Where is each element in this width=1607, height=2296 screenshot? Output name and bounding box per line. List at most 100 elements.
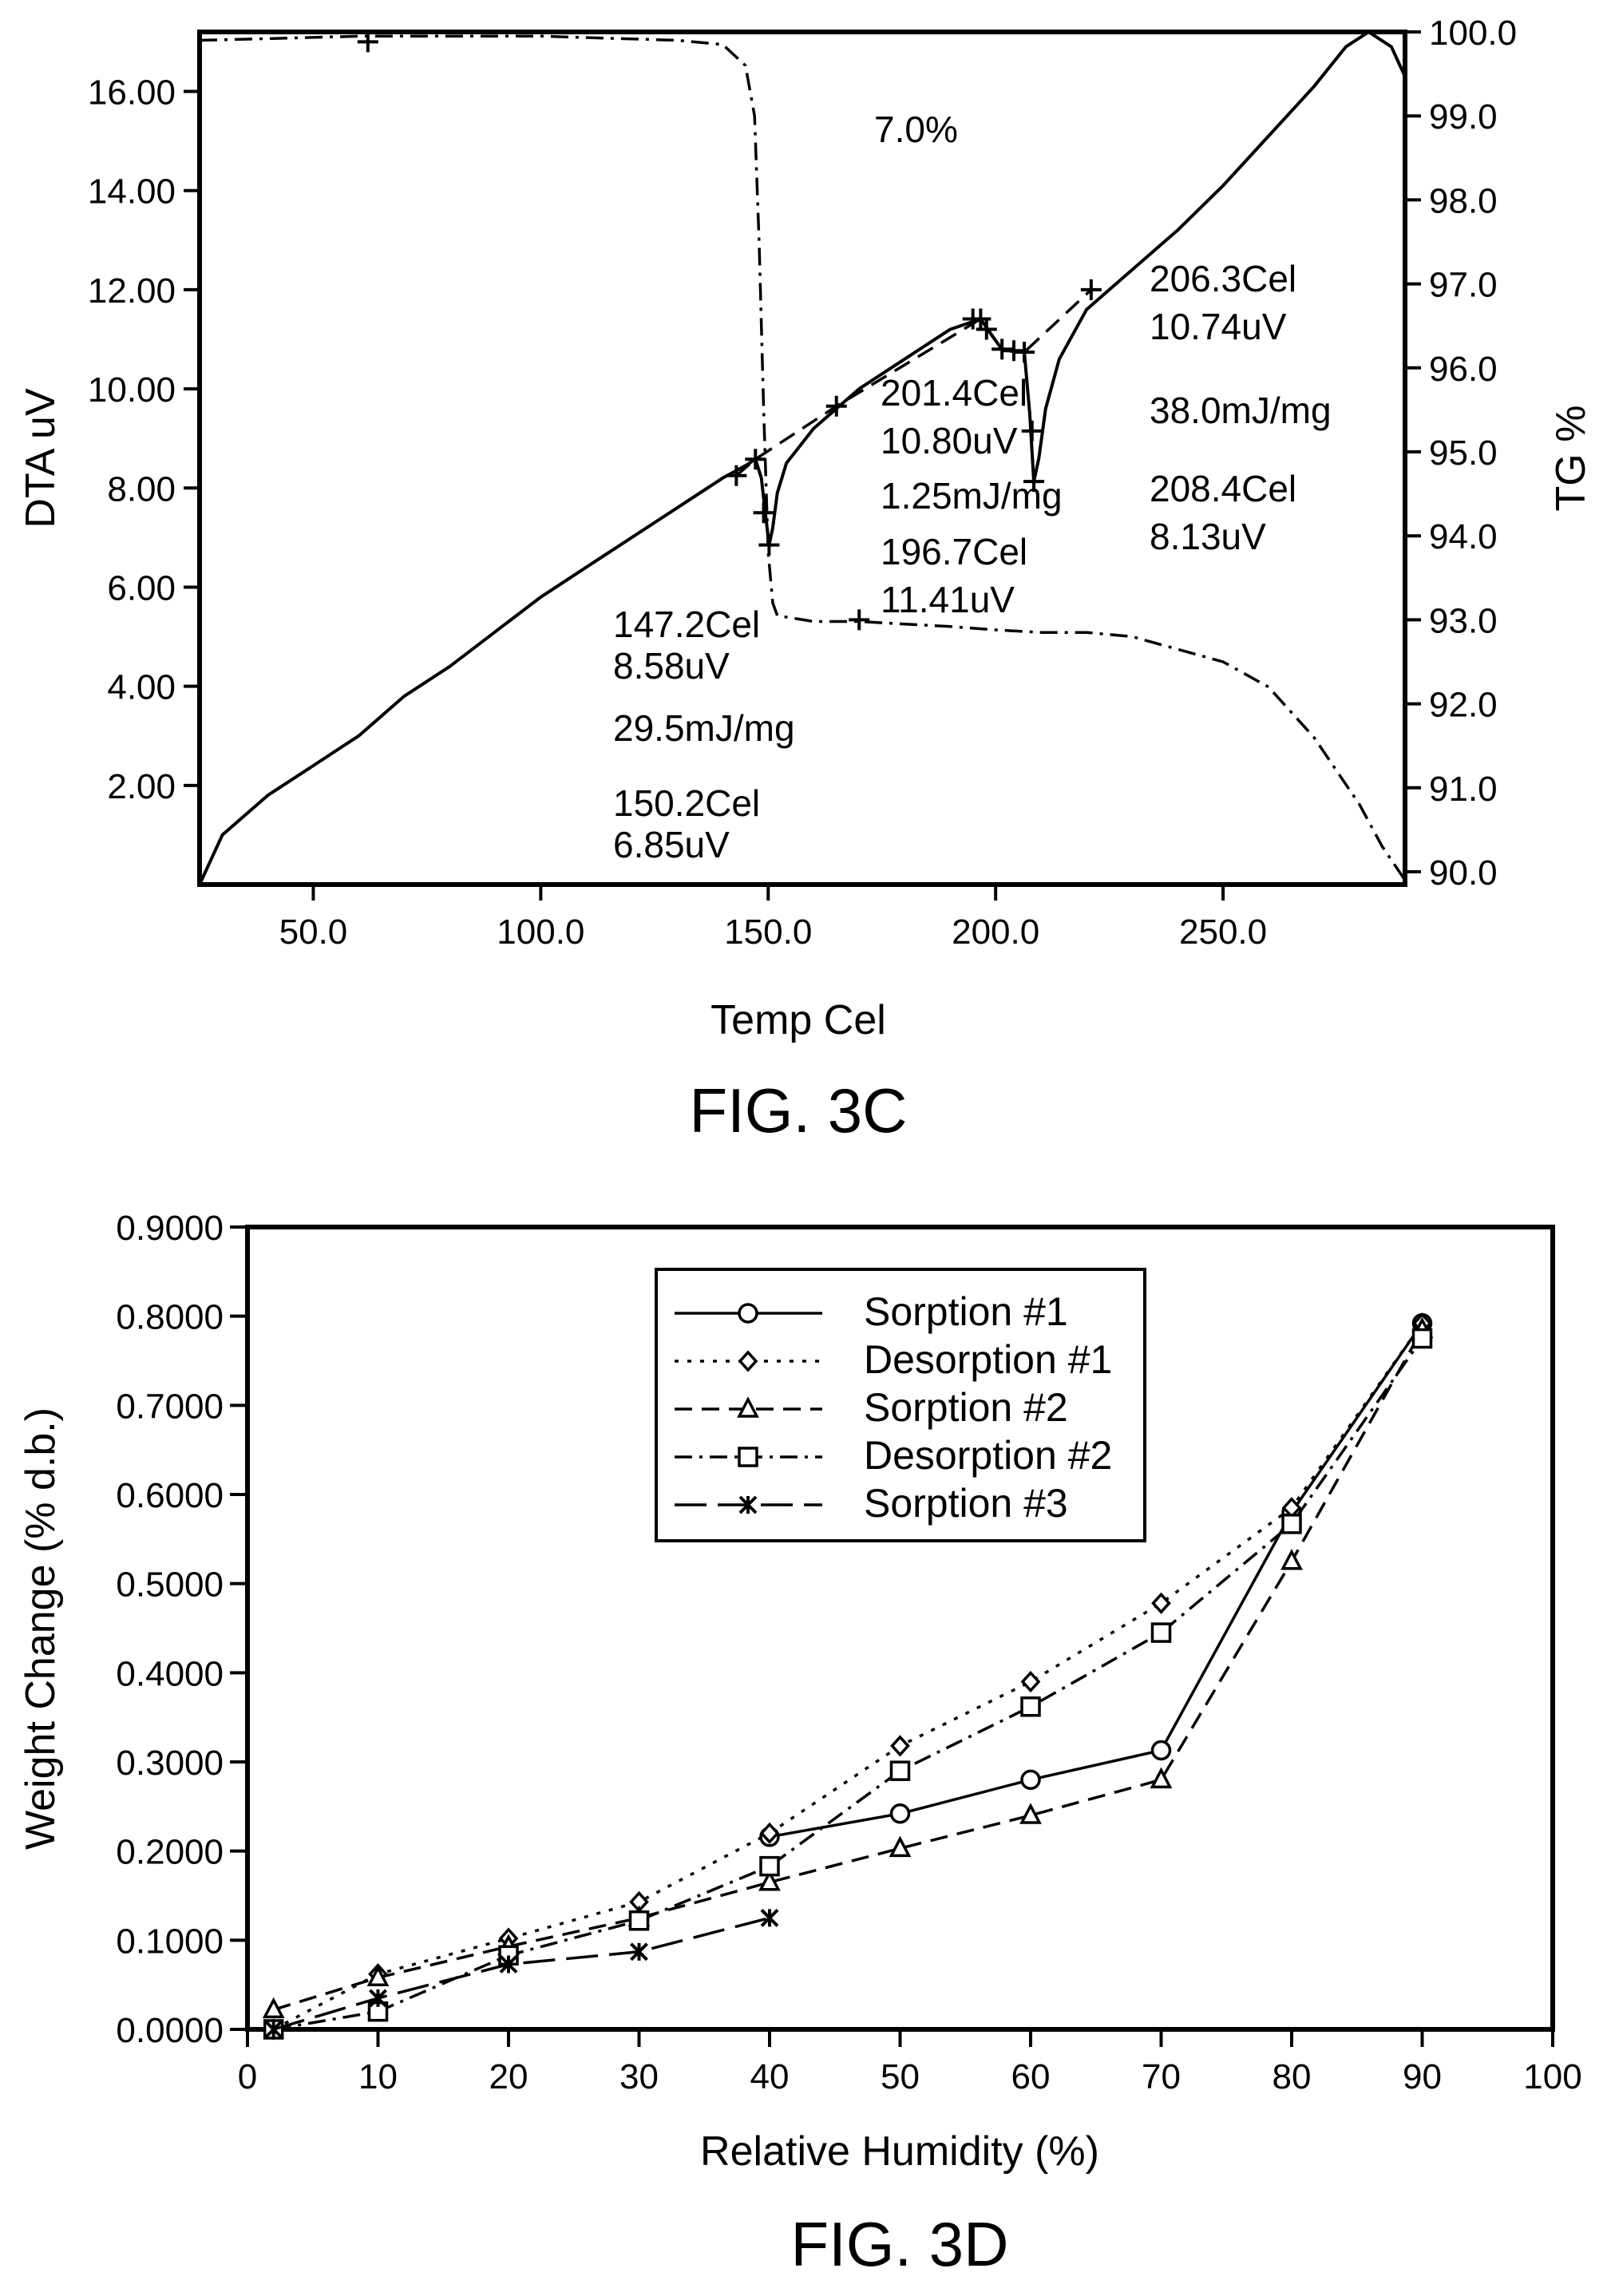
- tg-y-tick-label: 96.0: [1429, 350, 1498, 389]
- dta-cross-marker: [1021, 420, 1043, 441]
- temp-x-axis: 50.0 100.0 150.0 200.0 250.0: [279, 885, 1267, 952]
- tg-y-axis: 90.0 91.0 92.0 93.0 94.0 95.0 96.0 97.0 98.0 99.0…: [1405, 14, 1517, 893]
- humidity-x-tick-label: 40: [750, 2057, 790, 2096]
- peak2-uv-label: 10.80uV: [881, 420, 1018, 461]
- desorption-1-point: [1151, 1592, 1171, 1614]
- desorption-2-point: [1150, 1622, 1172, 1643]
- peak3-onset-temp-label: 206.3Cel: [1150, 258, 1296, 299]
- humidity-x-tick-label: 100: [1523, 2057, 1581, 2096]
- sorption-3-legend-marker: [738, 1495, 758, 1514]
- tg-y-tick-label: 91.0: [1429, 770, 1498, 809]
- desorption-2-point: [1020, 1696, 1041, 1717]
- tg-y-tick-label: 93.0: [1429, 601, 1498, 640]
- temp-x-tick-label: 200.0: [952, 912, 1039, 952]
- sorption-2-point: [366, 1965, 390, 1986]
- humidity-x-tick-label: 20: [489, 2057, 528, 2096]
- sorption-legend: Sorption #1 Desorption #1 Sorption #2 De…: [655, 1268, 1146, 1542]
- weight-y-tick-label: 0.1000: [116, 1922, 224, 1961]
- temp-x-tick-label: 100.0: [497, 912, 584, 952]
- legend-entry-sorption-1: Sorption #1: [864, 1289, 1068, 1334]
- sorption-1-point: [1020, 1769, 1041, 1791]
- weight-y-tick-label: 0.7000: [116, 1387, 224, 1426]
- humidity-x-tick-label: 80: [1273, 2057, 1312, 2096]
- peak2-temp-label: 201.4Cel: [881, 372, 1027, 414]
- dta-y-axis-label: DTA uV: [18, 388, 64, 528]
- humidity-x-tick-label: 60: [1011, 2057, 1051, 2096]
- legend-samples: [675, 1303, 822, 1514]
- weight-y-tick-label: 0.9000: [116, 1209, 224, 1248]
- dta-tg-series: [198, 30, 1407, 885]
- humidity-x-axis: 0 10 20 30 40 50 60 70 80 90 100: [238, 2029, 1582, 2096]
- desorption-1-line: [272, 1322, 1423, 2031]
- dta-y-tick-label: 16.00: [88, 73, 176, 113]
- sorption-1-point: [1150, 1740, 1172, 1761]
- weight-y-axis: 0.0000 0.1000 0.2000 0.3000 0.4000 0.5000 0.60…: [116, 1209, 247, 2050]
- tg-y-tick-label: 92.0: [1429, 686, 1498, 725]
- dta-y-tick-label: 8.00: [107, 469, 176, 509]
- legend-entry-desorption-1: Desorption #1: [864, 1337, 1112, 1382]
- peak3-onset-uv-label: 10.74uV: [1150, 306, 1287, 347]
- desorption-2-line: [273, 1337, 1423, 2031]
- tg-y-tick-label: 90.0: [1429, 853, 1498, 893]
- desorption-2-point: [759, 1855, 780, 1877]
- desorption-2-point: [889, 1760, 911, 1781]
- sorption-2-legend-marker: [737, 1396, 759, 1418]
- tg-curve: [199, 34, 1407, 881]
- legend-entry-desorption-2: Desorption #2: [864, 1433, 1112, 1478]
- dta-cross-marker: [758, 534, 780, 556]
- peak1-onset-uv-label: 8.58uV: [613, 645, 730, 687]
- temp-x-tick-label: 150.0: [724, 912, 812, 952]
- sorption-series: [262, 1312, 1434, 2041]
- dta-y-tick-label: 14.00: [88, 172, 176, 212]
- peak3-enthalpy-label: 38.0mJ/mg: [1150, 390, 1332, 431]
- sorption-2-point: [262, 1997, 285, 2019]
- humidity-x-tick-label: 30: [619, 2057, 659, 2096]
- sorption-3-point: [630, 1942, 648, 1961]
- desorption-1-point: [890, 1735, 910, 1757]
- sorption-3-point: [760, 1909, 779, 1927]
- dta-cross-marker: [1080, 279, 1102, 300]
- sorption-3-line: [273, 1916, 770, 2031]
- fig-3c-caption: FIG. 3C: [689, 1075, 907, 1146]
- dta-cross-marker: [976, 319, 997, 340]
- tg-y-tick-label: 99.0: [1429, 97, 1498, 137]
- peak1-enthalpy-label: 29.5mJ/mg: [613, 707, 795, 749]
- dta-plot-frame: [197, 30, 1407, 887]
- sorption-chart: 0.0000 0.1000 0.2000 0.3000 0.4000 0.5000 0.60…: [18, 1209, 1582, 2279]
- dta-y-axis: 2.00 4.00 6.00 8.00 10.00 12.00 14.00 16.00: [88, 73, 200, 806]
- dta-tg-markers: [357, 31, 1102, 631]
- peak1-onset-temp-label: 147.2Cel: [613, 604, 760, 645]
- sorption-1-legend-marker: [738, 1303, 758, 1324]
- weight-y-tick-label: 0.0000: [116, 2011, 224, 2050]
- desorption-2-point: [1281, 1514, 1302, 1534]
- sorption-2-point: [889, 1835, 912, 1858]
- dta-cross-marker: [745, 449, 766, 470]
- peak3-peak-temp-label: 208.4Cel: [1150, 468, 1296, 509]
- temp-x-axis-label: Temp Cel: [710, 997, 886, 1043]
- peak2-enthalpy-label: 1.25mJ/mg: [881, 475, 1063, 517]
- weight-y-tick-label: 0.5000: [116, 1566, 224, 1605]
- desorption-1-point: [1020, 1670, 1041, 1693]
- dta-cross-marker: [357, 31, 378, 53]
- temp-x-tick-label: 50.0: [279, 912, 348, 952]
- peak1-peak-temp-label: 150.2Cel: [613, 782, 760, 824]
- peak1-peak-uv-label: 6.85uV: [613, 824, 730, 865]
- dta-cross-marker: [1014, 342, 1035, 363]
- sorption-1-point: [889, 1803, 911, 1824]
- dta-tg-chart: 2.00 4.00 6.00 8.00 10.00 12.00 14.00 16.00 90.…: [18, 14, 1594, 1146]
- humidity-x-tick-label: 10: [358, 2057, 398, 2096]
- humidity-x-tick-label: 0: [238, 2057, 257, 2096]
- humidity-x-tick-label: 90: [1403, 2057, 1442, 2096]
- weight-y-tick-label: 0.8000: [116, 1298, 224, 1337]
- tg-y-tick-label: 100.0: [1429, 14, 1517, 53]
- dta-cross-marker: [726, 465, 747, 486]
- dta-y-tick-label: 10.00: [88, 370, 176, 410]
- sorption-3-point: [499, 1955, 518, 1973]
- sorption-1-line: [769, 1322, 1423, 1839]
- peak2-onset-temp-label: 196.7Cel: [881, 531, 1027, 572]
- fig-3d-caption: FIG. 3D: [790, 2209, 1008, 2279]
- tg-y-tick-label: 95.0: [1429, 433, 1498, 473]
- sorption-3-point: [264, 2020, 283, 2039]
- dta-curve: [198, 30, 1407, 885]
